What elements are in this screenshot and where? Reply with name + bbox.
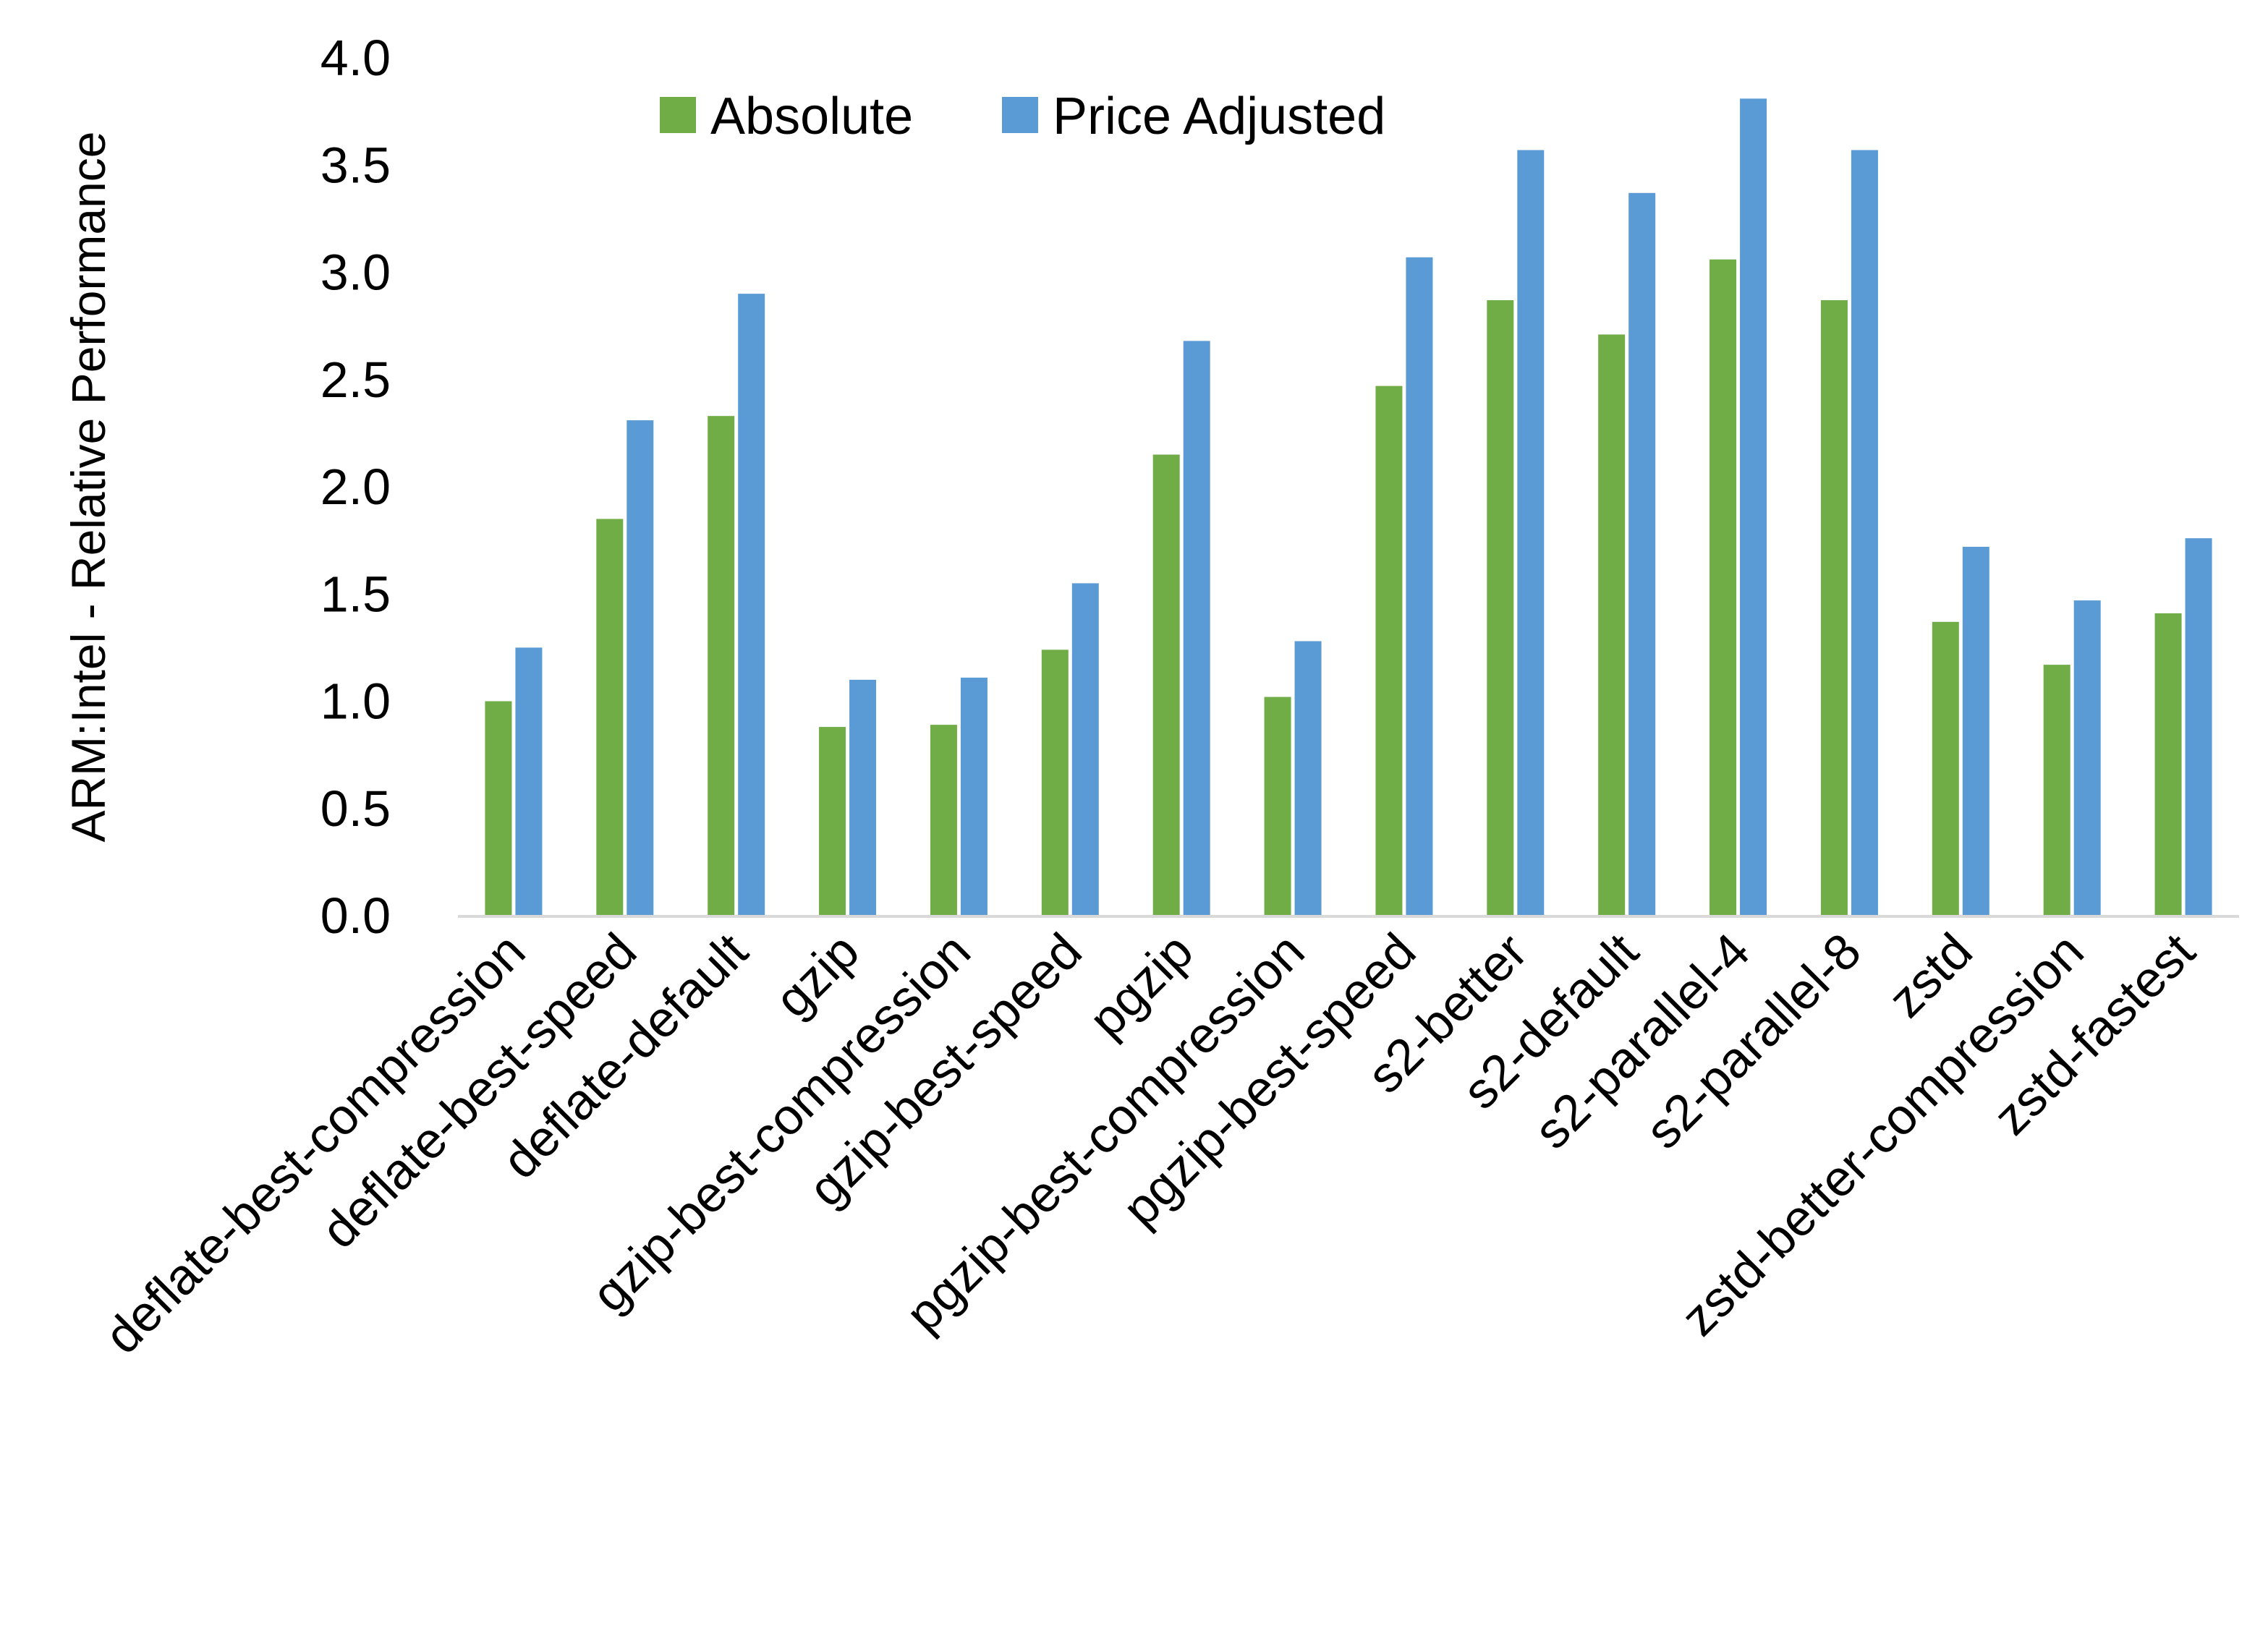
bar-price-adjusted — [2185, 538, 2212, 916]
bar-absolute — [1375, 386, 1403, 916]
legend-label: Absolute — [710, 88, 913, 145]
bar-price-adjusted — [1071, 583, 1099, 916]
y-tick-label: 1.5 — [320, 566, 391, 622]
bar-price-adjusted — [1406, 257, 1433, 916]
y-tick-label: 0.5 — [320, 780, 391, 837]
bar-absolute — [1932, 621, 1959, 916]
y-axis-label: ARM:Intel - Relative Performance — [61, 131, 115, 842]
bar-absolute — [1264, 697, 1291, 916]
bar-absolute — [2154, 613, 2182, 916]
y-tick-label: 2.0 — [320, 459, 391, 515]
y-tick-label: 4.0 — [320, 30, 391, 86]
bar-price-adjusted — [849, 679, 877, 916]
bar-price-adjusted — [960, 677, 988, 916]
bar-price-adjusted — [1517, 150, 1545, 916]
bar-absolute — [708, 416, 735, 916]
legend-swatch — [1002, 97, 1038, 133]
y-tick-label: 2.5 — [320, 352, 391, 408]
bar-absolute — [596, 519, 624, 916]
x-axis-labels: deflate-best-compressiondeflate-best-spe… — [94, 922, 2206, 1364]
bar-price-adjusted — [1740, 98, 1767, 916]
y-tick-label: 3.5 — [320, 137, 391, 193]
bar-price-adjusted — [1294, 641, 1322, 916]
bar-price-adjusted — [738, 294, 765, 916]
bar-absolute — [1820, 300, 1848, 916]
legend-label: Price Adjusted — [1053, 88, 1385, 145]
legend-swatch — [660, 97, 696, 133]
bar-absolute — [930, 725, 957, 916]
bar-price-adjusted — [1851, 150, 1878, 916]
bar-price-adjusted — [2073, 600, 2101, 916]
bar-price-adjusted — [1628, 192, 1656, 916]
x-tick-label: deflate-best-compression — [94, 922, 536, 1364]
bar-absolute — [1041, 649, 1069, 916]
bar-absolute — [1598, 334, 1626, 916]
bar-price-adjusted — [515, 647, 543, 916]
bar-absolute — [1710, 259, 1737, 916]
bar-absolute — [2043, 665, 2070, 916]
bar-price-adjusted — [627, 420, 654, 916]
y-axis-ticks: 0.0 0.5 1.0 1.5 2.0 2.5 3.0 3.5 4.0 — [320, 30, 391, 944]
legend: Absolute Price Adjusted — [660, 88, 1385, 145]
bar-absolute — [1487, 300, 1514, 916]
y-tick-label: 0.0 — [320, 887, 391, 944]
y-tick-label: 1.0 — [320, 673, 391, 730]
bar-absolute — [819, 727, 846, 916]
bar-absolute — [485, 701, 512, 916]
bars — [485, 98, 2212, 916]
bar-price-adjusted — [1183, 341, 1210, 916]
bar-price-adjusted — [1962, 547, 1989, 916]
bar-absolute — [1152, 454, 1180, 916]
y-tick-label: 3.0 — [320, 244, 391, 301]
